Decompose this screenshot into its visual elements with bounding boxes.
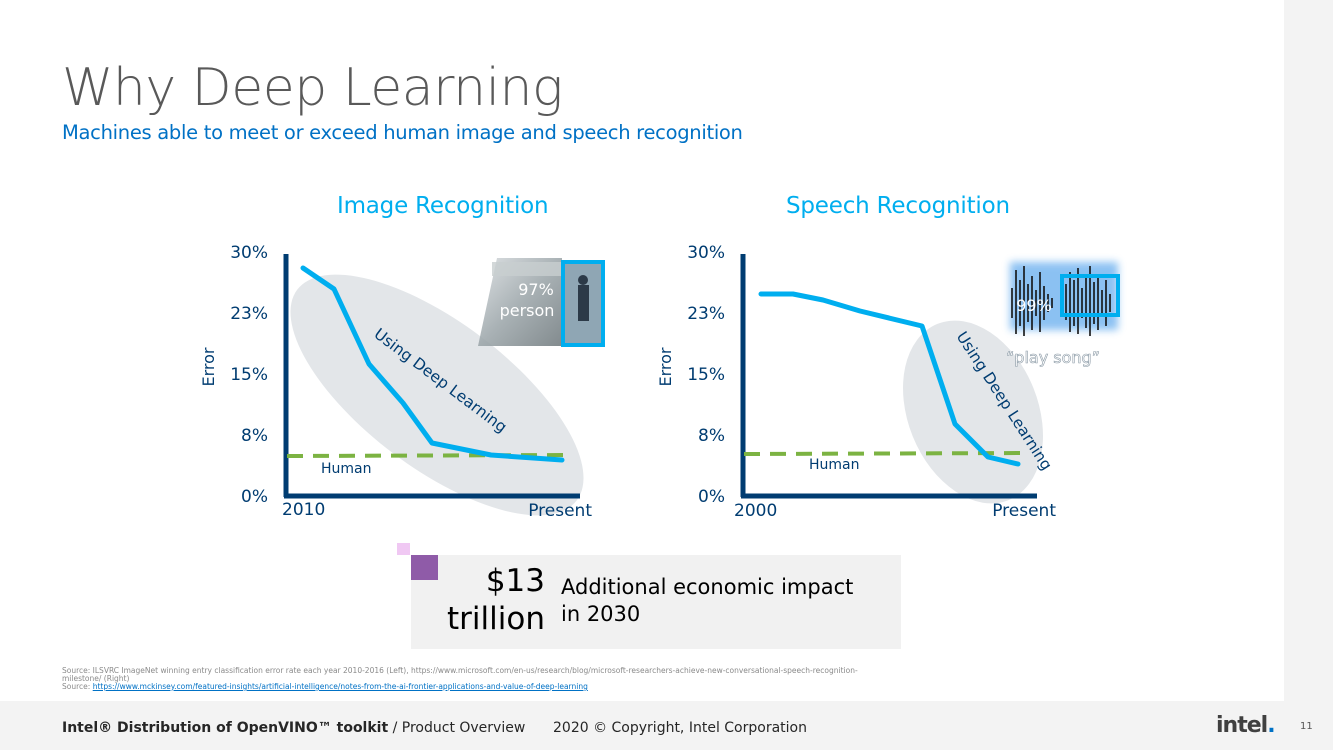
image-xtick-end: Present [528, 501, 592, 521]
image-human-label: Human [321, 461, 372, 477]
impact-amount-line1: $13 [485, 563, 545, 599]
intel-logo-text: intel [1216, 713, 1268, 738]
footer-section: / Product Overview [388, 720, 526, 736]
image-y-axis-label: Error [199, 347, 218, 386]
waveform-thumbnail: 99% “play song” [1006, 262, 1120, 367]
decor-square-small [397, 543, 410, 555]
intel-logo: intel. [1216, 713, 1276, 738]
image-error-line [300, 265, 565, 463]
slide-title: Why Deep Learning [62, 58, 563, 118]
slide-subtitle: Machines able to meet or exceed human im… [62, 121, 743, 144]
image-ytick: 15% [230, 365, 268, 385]
speech-error-line [758, 291, 1021, 467]
speech-chart-title: Speech Recognition [786, 193, 1010, 219]
intel-logo-dot: . [1267, 713, 1275, 738]
speech-thumb-pct: 99% [1016, 296, 1052, 315]
speech-highlight-box [1060, 274, 1120, 317]
waveform-icon [1011, 266, 1111, 336]
slide-side-strip [1284, 0, 1333, 750]
source-line-2: milestone/ (Right) [62, 674, 130, 683]
speech-ytick: 15% [687, 365, 725, 385]
impact-text-line2: in 2030 [561, 602, 641, 626]
person-figure-icon [578, 285, 589, 321]
speech-human-label: Human [809, 457, 860, 473]
page-number: 11 [1300, 721, 1313, 732]
speech-y-axis-label: Error [656, 347, 675, 386]
impact-amount-line2: trillion [447, 601, 545, 637]
speech-ytick: 0% [698, 487, 725, 507]
person-detection-thumbnail: 97% person [478, 258, 605, 347]
speech-chart: Error 30% 23% 15% 8% 0% Human Using Deep… [656, 243, 1120, 521]
image-thumb-word: person [500, 301, 555, 320]
speech-deep-learning-region [903, 320, 1043, 504]
source-line-3: Source: https://www.mckinsey.com/feature… [62, 683, 588, 691]
speech-ytick: 30% [687, 243, 725, 263]
economic-impact-box [411, 555, 901, 649]
image-thumb-pct: 97% [518, 280, 554, 299]
speech-xtick-start: 2000 [734, 501, 777, 521]
footer-copyright: 2020 © Copyright, Intel Corporation [553, 720, 807, 736]
footer-product: Intel® Distribution of OpenVINO™ toolkit… [62, 720, 525, 736]
speech-human-line [743, 451, 1027, 456]
speech-thumb-word: “play song” [1006, 348, 1100, 367]
image-ytick: 0% [241, 487, 268, 507]
source-line-1: Source: ILSVRC ImageNet winning entry cl… [62, 666, 858, 675]
speech-ytick: 23% [687, 304, 725, 324]
decor-square-large [411, 555, 438, 580]
image-xtick-start: 2010 [282, 500, 325, 520]
footer-bar [0, 701, 1284, 750]
source-prefix: Source: [62, 682, 91, 691]
impact-description: Additional economic impact in 2030 [561, 574, 853, 628]
speech-ytick: 8% [698, 426, 725, 446]
recognition-charts: Error 30% 23% 15% 8% 0% Human Using Deep… [199, 243, 1120, 521]
image-ytick: 23% [230, 304, 268, 324]
mckinsey-source-link[interactable]: https://www.mckinsey.com/featured-insigh… [92, 682, 588, 691]
image-ytick: 30% [230, 243, 268, 263]
impact-text-line1: Additional economic impact [561, 575, 854, 599]
image-chart: Error 30% 23% 15% 8% 0% Human Using Deep… [199, 243, 605, 521]
speech-xtick-end: Present [992, 501, 1056, 521]
image-ytick: 8% [241, 426, 268, 446]
person-bounding-box [561, 260, 605, 347]
impact-amount: $13 trillion [440, 562, 545, 638]
image-chart-title: Image Recognition [337, 193, 549, 219]
footer-product-name: Intel® Distribution of OpenVINO™ toolkit [62, 720, 389, 736]
